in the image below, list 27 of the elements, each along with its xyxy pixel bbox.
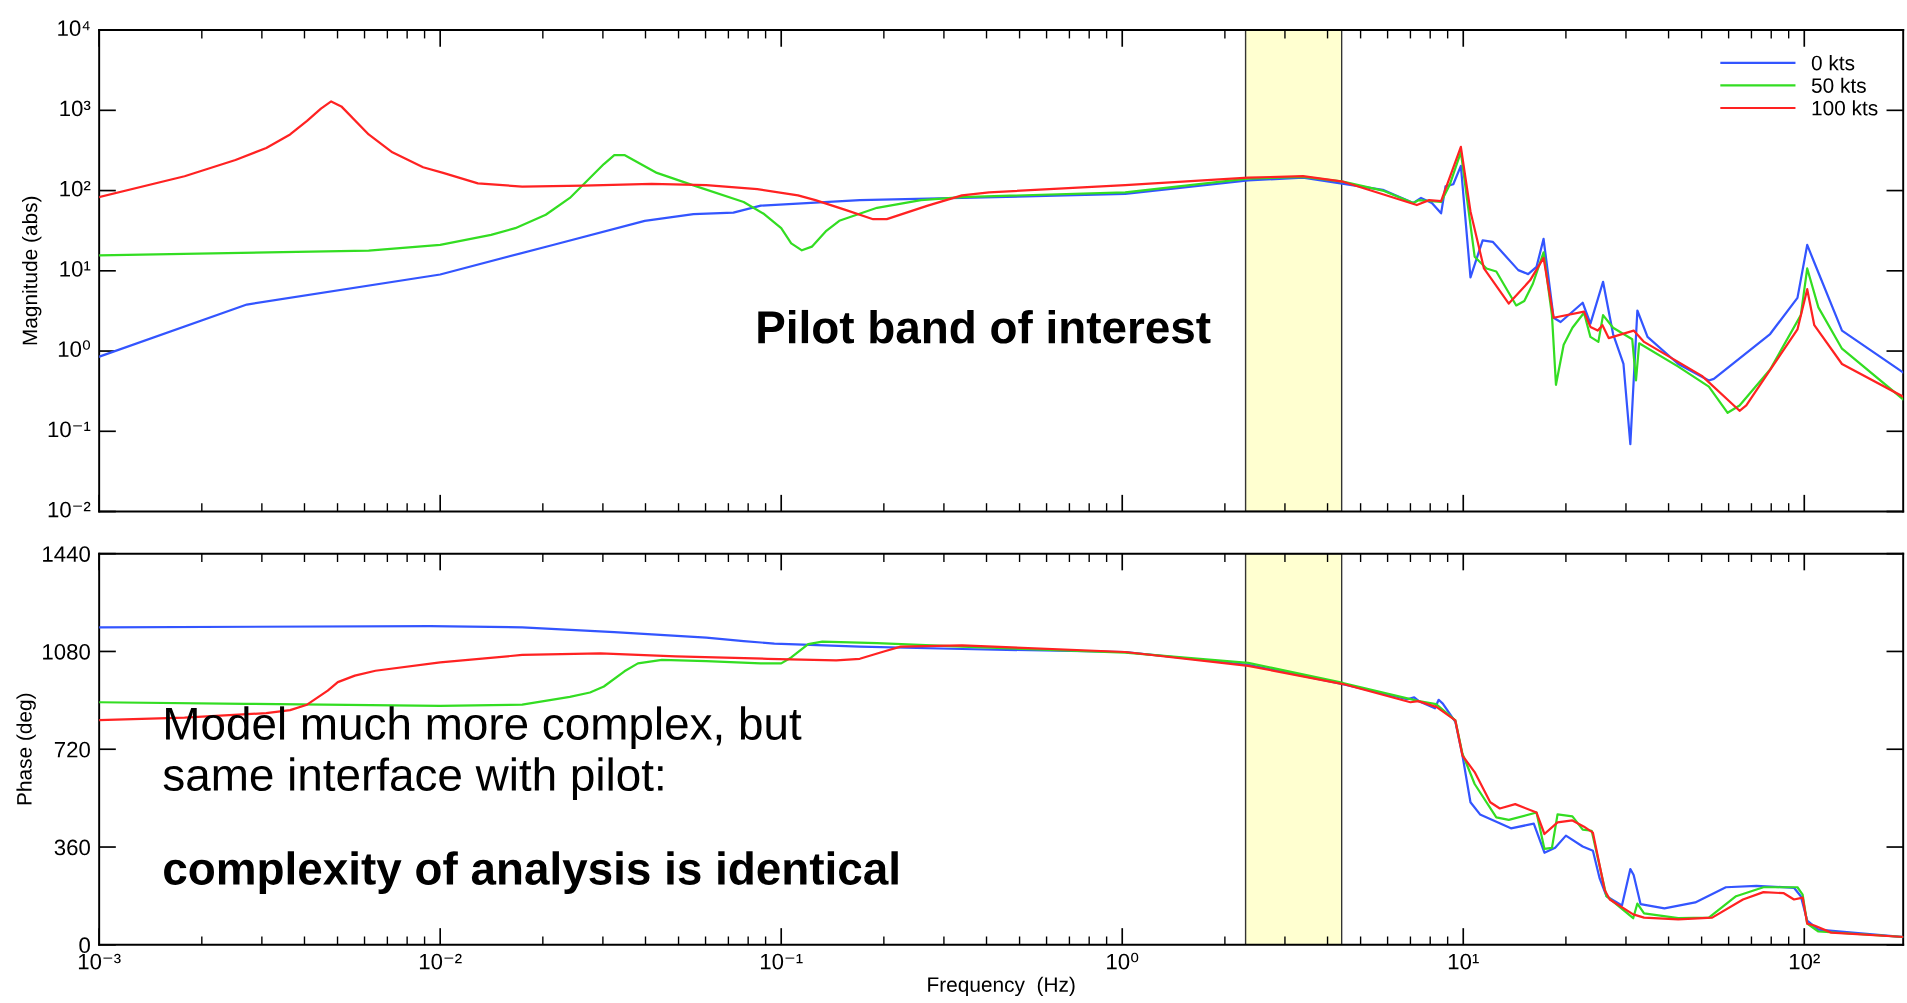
y-tick-label: 10³ — [60, 100, 91, 117]
annotation: complexity of analysis is identical — [164, 851, 898, 894]
annotation: Pilot band of interest — [758, 309, 1211, 344]
y-tick-label: 10² — [60, 180, 91, 197]
x-tick-label: 10¹ — [1448, 953, 1479, 970]
x-tick-label: 10⁻¹ — [760, 953, 803, 970]
x-axis-title: Frequency (Hz) — [928, 976, 1075, 997]
x-tick-label: 10² — [1789, 953, 1820, 970]
y-tick-label: 10¹ — [60, 261, 91, 277]
y-tick-label: 10⁻¹ — [48, 421, 91, 438]
y-tick-label: 10⁴ — [58, 20, 90, 37]
legend-label: 50 kts — [1811, 77, 1866, 93]
legend-label: 0 kts — [1811, 55, 1855, 71]
legend-label: 100 kts — [1812, 100, 1878, 116]
y-tick-label: 0 — [79, 937, 90, 954]
x-tick-label: 10⁰ — [1107, 952, 1139, 970]
x-tick-label: 10⁻³ — [78, 953, 121, 970]
y-tick-label: 720 — [54, 741, 90, 758]
x-tick-label: 10⁻² — [419, 953, 462, 970]
y-tick-label: 360 — [54, 839, 90, 856]
y-axis-title: Phase (deg) — [16, 693, 36, 805]
annotation: Model much more complex, but same interface with pilot: — [163, 706, 802, 801]
y-tick-label: 1080 — [43, 643, 90, 660]
y-tick-label: 1440 — [43, 546, 90, 562]
y-tick-label: 10⁰ — [58, 340, 91, 358]
y-tick-label: 10⁻² — [48, 501, 91, 518]
y-axis-title: Magnitude (abs) — [22, 196, 42, 345]
